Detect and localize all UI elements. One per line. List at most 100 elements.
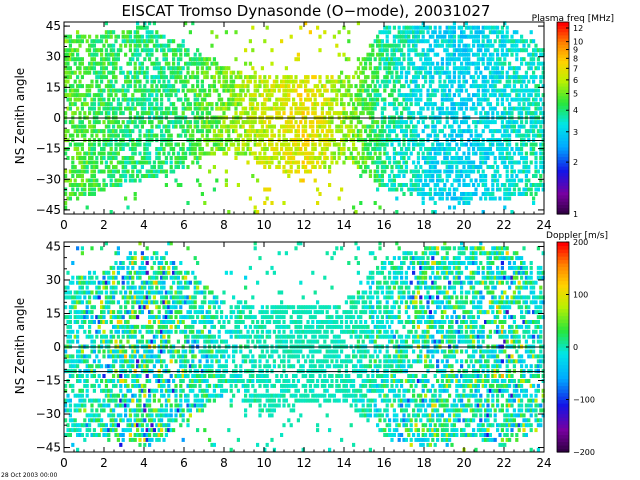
- data-cell: [392, 88, 396, 93]
- data-cell: [414, 129, 418, 134]
- data-cell: [414, 102, 418, 107]
- data-cell: [368, 174, 372, 178]
- data-cell: [500, 61, 504, 66]
- data-cell: [236, 183, 240, 187]
- data-cell: [248, 75, 252, 80]
- data-cell: [102, 129, 106, 134]
- data-cell: [76, 48, 80, 53]
- data-cell: [92, 165, 96, 169]
- data-cell: [169, 142, 173, 147]
- data-cell: [450, 79, 454, 84]
- data-cell: [390, 169, 394, 174]
- data-cell: [287, 75, 291, 80]
- data-cell: [311, 129, 315, 134]
- data-cell: [445, 97, 449, 102]
- data-cell: [222, 111, 226, 116]
- data-cell: [152, 79, 156, 84]
- data-cell: [520, 151, 524, 156]
- data-cell: [88, 178, 92, 183]
- data-cell: [342, 25, 346, 30]
- data-cell: [88, 124, 92, 129]
- data-cell: [155, 93, 159, 98]
- data-cell: [359, 70, 363, 75]
- data-cell: [402, 43, 406, 48]
- data-cell: [224, 30, 228, 35]
- data-cell: [476, 30, 480, 35]
- data-cell: [188, 102, 192, 107]
- data-cell: [328, 120, 332, 125]
- data-cell: [140, 174, 144, 178]
- data-cell: [95, 285, 99, 290]
- data-cell: [112, 295, 116, 300]
- data-cell: [493, 160, 497, 165]
- data-cell: [342, 160, 346, 165]
- data-cell: [481, 61, 485, 66]
- data-cell: [496, 30, 500, 35]
- data-cell: [270, 84, 274, 89]
- data-cell: [222, 70, 226, 75]
- data-cell: [400, 102, 404, 107]
- data-cell: [169, 75, 173, 80]
- data-cell: [121, 84, 125, 89]
- data-cell: [397, 39, 401, 44]
- data-cell: [464, 48, 468, 53]
- data-cell: [503, 133, 507, 138]
- data-cell: [210, 61, 214, 66]
- data-cell: [450, 133, 454, 138]
- data-cell: [124, 408, 128, 413]
- data-cell: [143, 359, 147, 364]
- data-cell: [452, 93, 456, 98]
- data-cell: [416, 160, 420, 165]
- data-cell: [371, 88, 375, 93]
- data-cell: [421, 183, 425, 187]
- data-cell: [414, 183, 418, 187]
- data-cell: [220, 147, 224, 151]
- data-cell: [138, 178, 142, 183]
- data-cell: [215, 178, 219, 183]
- data-cell: [145, 364, 149, 369]
- data-cell: [498, 129, 502, 134]
- data-cell: [66, 70, 70, 75]
- data-cell: [176, 57, 180, 62]
- data-cell: [66, 34, 70, 39]
- data-cell: [524, 187, 528, 192]
- data-cell: [198, 106, 202, 111]
- data-cell: [505, 187, 509, 192]
- data-cell: [402, 133, 406, 138]
- data-cell: [126, 310, 130, 315]
- data-cell: [109, 156, 113, 160]
- data-cell: [385, 34, 389, 39]
- data-cell: [328, 79, 332, 84]
- data-cell: [522, 88, 526, 93]
- data-cell: [150, 52, 154, 57]
- data-cell: [121, 379, 125, 383]
- data-cell: [361, 160, 365, 165]
- data-cell: [433, 210, 437, 214]
- data-cell: [92, 57, 96, 62]
- data-cell: [484, 183, 488, 187]
- data-cell: [469, 142, 473, 147]
- data-cell: [100, 418, 104, 423]
- data-cell: [107, 349, 111, 354]
- data-cell: [121, 261, 125, 265]
- data-cell: [109, 169, 113, 174]
- data-cell: [143, 21, 147, 26]
- data-cell: [131, 147, 135, 151]
- data-cell: [100, 320, 104, 324]
- data-cell: [200, 151, 204, 156]
- data-cell: [361, 70, 365, 75]
- data-cell: [92, 295, 96, 300]
- data-cell: [299, 151, 303, 156]
- data-cell: [486, 79, 490, 84]
- data-cell: [397, 174, 401, 178]
- data-cell: [280, 156, 284, 160]
- data-cell: [203, 106, 207, 111]
- data-cell: [90, 275, 94, 280]
- data-cell: [83, 192, 87, 196]
- data-cell: [167, 124, 171, 129]
- data-cell: [323, 97, 327, 102]
- data-cell: [508, 160, 512, 165]
- data-cell: [395, 160, 399, 165]
- data-cell: [92, 169, 96, 174]
- data-cell: [95, 315, 99, 320]
